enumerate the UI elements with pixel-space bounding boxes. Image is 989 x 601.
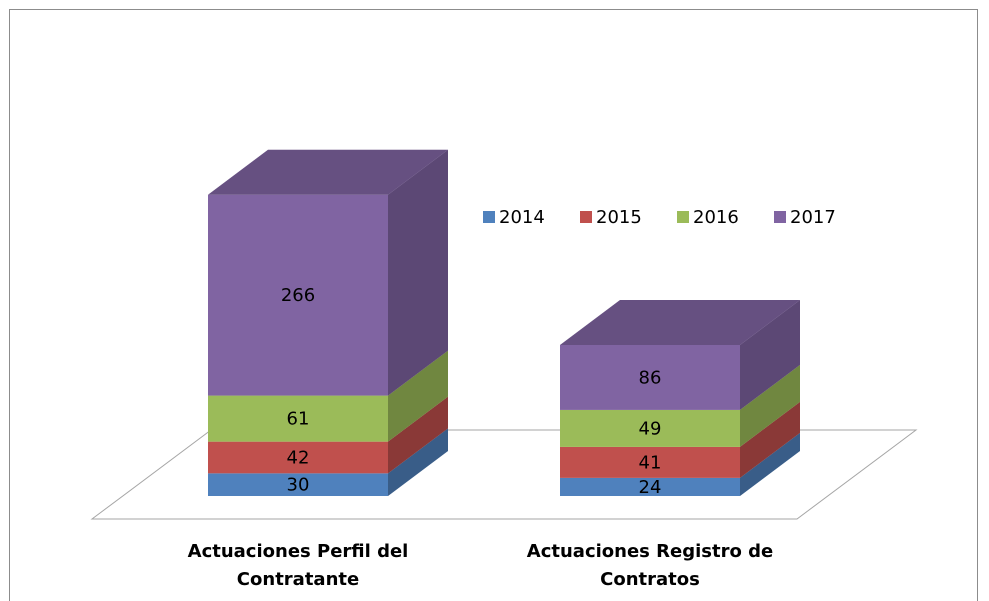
bar-side xyxy=(388,149,448,396)
legend-label: 2015 xyxy=(596,207,642,228)
bar xyxy=(560,446,740,478)
bar-side xyxy=(388,350,448,442)
bar-side xyxy=(740,300,800,410)
bar-side-shade xyxy=(388,350,448,442)
bar xyxy=(208,441,388,474)
bar-side-shade xyxy=(388,149,448,396)
legend-swatch xyxy=(774,211,786,223)
data-label: 41 xyxy=(639,452,662,473)
legend-label: 2016 xyxy=(693,207,739,228)
data-label: 49 xyxy=(639,418,662,439)
x-tick-label: Actuaciones Perfil del Contratante xyxy=(187,541,409,590)
bar xyxy=(560,477,740,496)
bar xyxy=(208,473,388,496)
bar-side xyxy=(740,432,800,496)
legend-swatch xyxy=(677,211,689,223)
bar-side-shade xyxy=(388,428,448,496)
bar xyxy=(208,194,388,396)
chart-border xyxy=(9,9,978,601)
data-label: 24 xyxy=(639,477,662,498)
bar xyxy=(560,345,740,410)
data-label: 266 xyxy=(281,285,315,306)
bar-top-shade xyxy=(208,149,448,195)
bar-side-shade xyxy=(388,396,448,474)
bar-side-shade xyxy=(740,401,800,478)
bar-top xyxy=(208,149,448,195)
bar-side xyxy=(740,401,800,478)
bar-side-shade xyxy=(740,432,800,496)
bar-side-shade xyxy=(740,364,800,447)
legend-label: 2017 xyxy=(790,207,836,228)
legend-swatch xyxy=(580,211,592,223)
bar-side xyxy=(388,428,448,496)
bar-side xyxy=(740,364,800,447)
x-tick-label: Actuaciones Registro de Contratos xyxy=(526,541,774,590)
bar xyxy=(208,395,388,442)
bar-side xyxy=(388,396,448,474)
data-label: 61 xyxy=(287,409,310,430)
bar xyxy=(560,409,740,447)
legend-label: 2014 xyxy=(499,207,545,228)
bar-top xyxy=(560,300,800,345)
bar-side-shade xyxy=(740,300,800,410)
legend-swatch xyxy=(483,211,495,223)
data-label: 30 xyxy=(287,475,310,496)
bar-top-shade xyxy=(560,300,800,345)
data-label: 42 xyxy=(287,447,310,468)
data-label: 86 xyxy=(639,367,662,388)
